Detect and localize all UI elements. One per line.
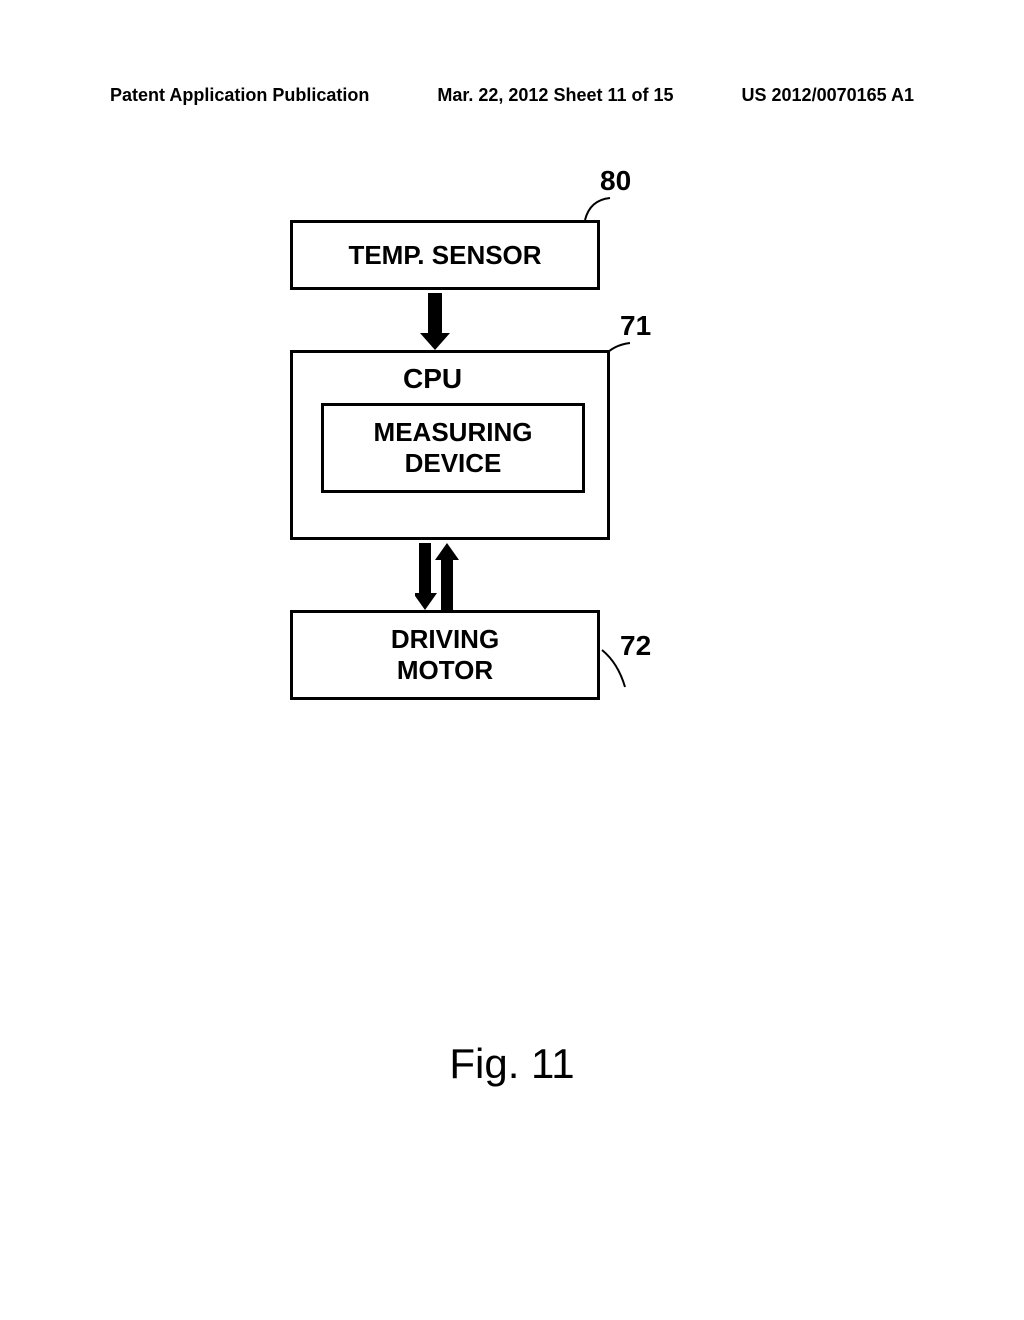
node-cpu: CPU MEASURING DEVICE: [290, 350, 610, 540]
figure-caption: Fig. 11: [0, 1040, 1024, 1088]
page-header: Patent Application Publication Mar. 22, …: [0, 85, 1024, 106]
arrow-sensor-to-cpu: [420, 293, 450, 350]
node-temp-sensor: TEMP. SENSOR: [290, 220, 600, 290]
node-driving-motor: DRIVING MOTOR: [290, 610, 600, 700]
driving-motor-label-line1: DRIVING: [391, 624, 499, 655]
header-publication-type: Patent Application Publication: [110, 85, 369, 106]
driving-motor-label-line2: MOTOR: [397, 655, 493, 686]
arrow-cpu-motor-bidirectional: [415, 543, 460, 610]
leader-line-72: [600, 645, 635, 690]
node-temp-sensor-label: TEMP. SENSOR: [348, 240, 541, 271]
measuring-device-label-line2: DEVICE: [405, 448, 502, 479]
block-diagram: 80 71 71a 72 TEMP. SENSOR CPU MEASURING …: [280, 180, 700, 780]
measuring-device-label-line1: MEASURING: [374, 417, 533, 448]
node-cpu-label: CPU: [403, 363, 462, 395]
node-measuring-device: MEASURING DEVICE: [321, 403, 585, 493]
header-date-sheet: Mar. 22, 2012 Sheet 11 of 15: [437, 85, 673, 106]
header-publication-number: US 2012/0070165 A1: [742, 85, 914, 106]
